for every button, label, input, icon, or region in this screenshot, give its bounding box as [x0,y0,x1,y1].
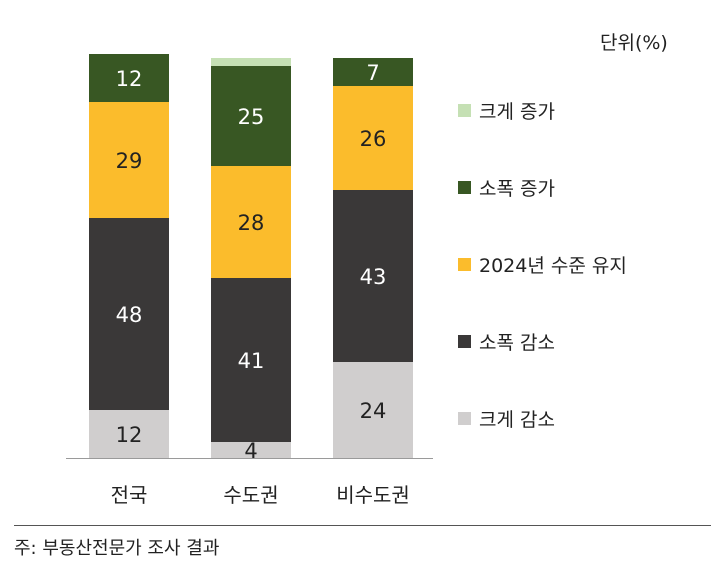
legend-item: 소폭 증가 [458,169,627,205]
data-label: 7 [366,61,379,85]
bar-segment-2-1 [211,442,291,458]
data-label: 41 [238,349,265,373]
data-label: 29 [116,149,143,173]
legend-label: 2024년 수준 유지 [479,254,627,277]
bar-segment-1-1 [89,410,169,458]
legend-swatch [458,334,471,348]
category-label: 수도권 [223,483,278,507]
legend-item: 2024년 수준 유지 [458,246,627,282]
bar-segment-2-5 [211,58,291,66]
data-label: 24 [360,399,387,423]
unit-label: 단위(%) [600,32,668,54]
legend-item: 크게 증가 [458,92,627,128]
bar-segment-3-3 [333,86,413,190]
data-label: 26 [360,127,387,151]
bar-segment-3-2 [333,190,413,362]
legend-item: 크게 감소 [458,400,627,436]
source-divider [14,525,711,526]
bar-segment-1-2 [89,218,169,410]
legend-swatch [458,180,471,194]
bar-segment-2-4 [211,66,291,166]
category-label: 전국 [111,483,148,507]
legend-label: 크게 증가 [479,100,555,123]
legend-label: 소폭 감소 [479,331,555,354]
bar-segment-2-2 [211,278,291,442]
data-label: 25 [238,105,265,129]
bar-segment-3-4 [333,58,413,86]
legend-item: 소폭 감소 [458,323,627,359]
legend-label: 크게 감소 [479,408,555,431]
data-label: 12 [116,67,143,91]
data-label: 43 [360,265,387,289]
bar-segment-1-3 [89,102,169,218]
legend-swatch [458,103,471,117]
bar-segment-2-3 [211,166,291,278]
stacked-bar-chart: 12 48 29 12 전국 4 41 28 25 수도권 24 43 26 7 비수도권 [66,54,433,507]
data-label: 4 [244,439,257,463]
data-label: 12 [116,423,143,447]
data-label: 28 [238,211,265,235]
bar-segment-3-1 [333,362,413,458]
data-label: 48 [116,303,143,327]
source-note: 주: 부동산전문가 조사 결과 [14,538,220,559]
bar-segment-1-4 [89,54,169,102]
legend-swatch [458,411,471,425]
legend-label: 소폭 증가 [479,177,555,200]
category-label: 비수도권 [336,483,410,507]
legend-swatch [458,257,471,271]
